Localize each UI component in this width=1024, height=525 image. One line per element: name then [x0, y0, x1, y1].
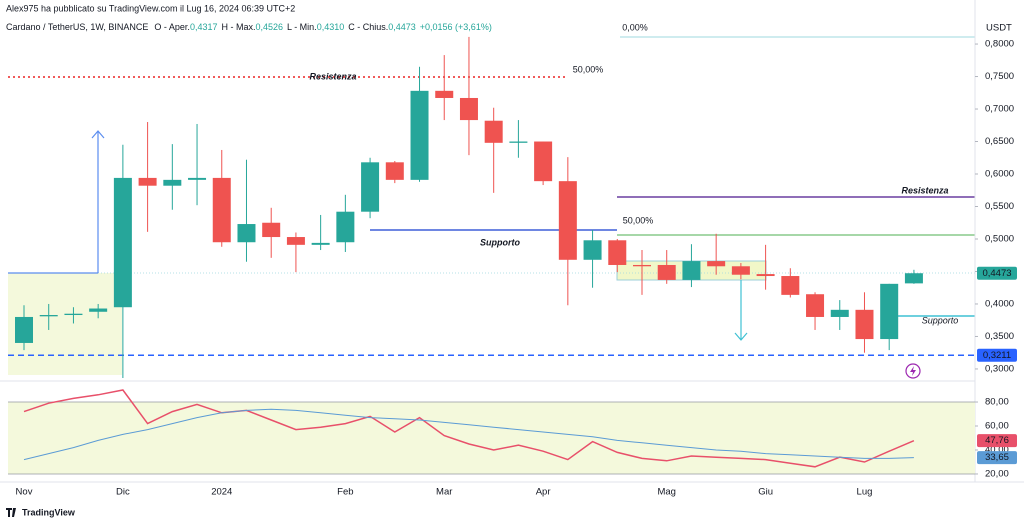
candle-body	[311, 242, 330, 245]
x-tick-label: Apr	[536, 487, 551, 498]
candle-body	[435, 90, 454, 98]
candle-body	[336, 211, 355, 243]
annotation: Supporto	[922, 315, 959, 325]
symbol: Cardano / TetherUS, 1W, BINANCE	[6, 22, 148, 32]
logo-icon	[6, 508, 16, 517]
candle-body	[286, 237, 305, 245]
candle-body	[262, 222, 281, 238]
candle-body	[237, 224, 256, 243]
y-tick-label: 80,00	[985, 397, 1009, 408]
candle-body	[385, 162, 404, 180]
x-tick-label: Mar	[436, 487, 452, 498]
y-tick-label: 0,3500	[985, 331, 1014, 342]
candle-body	[880, 283, 899, 340]
footer-logo: TradingView	[22, 507, 76, 517]
y-tick-label: 40,00	[985, 445, 1009, 456]
ohlc-value: 0,4310	[317, 22, 345, 32]
ohlc-value: 0,4526	[255, 22, 283, 32]
candle-body	[731, 266, 750, 275]
candle-body	[830, 309, 849, 317]
ohlc-label: H - Max.	[221, 22, 255, 32]
candle-body	[188, 177, 207, 180]
change: +0,0156 (+3,61%)	[420, 22, 492, 32]
level-label: 0,3211	[983, 350, 1011, 361]
candle-body	[15, 316, 33, 343]
annotation: 0,00%	[622, 22, 648, 32]
candle-body	[163, 179, 182, 186]
y-tick-label: 0,5500	[985, 201, 1014, 212]
candle-body	[509, 141, 528, 143]
price-label: 0,4473	[982, 268, 1011, 279]
arrow-head	[91, 130, 105, 139]
candle-body	[138, 177, 157, 186]
annotation: Supporto	[480, 237, 520, 247]
ohlc-value: 0,4473	[388, 22, 416, 32]
candle-body	[64, 313, 83, 316]
ohlc-label: O - Aper.	[154, 22, 190, 32]
arrow-head	[734, 332, 748, 341]
candle-body	[558, 181, 577, 260]
candle-body	[904, 273, 923, 284]
x-tick-label: Mag	[657, 487, 675, 498]
x-tick-label: Giu	[758, 487, 773, 498]
ohlc-label: L - Min.	[287, 22, 317, 32]
candle-body	[855, 309, 874, 340]
candle-body	[657, 264, 676, 280]
candle-body	[212, 177, 231, 243]
candle-body	[39, 315, 58, 317]
candle-body	[484, 120, 503, 143]
y-tick-label: 0,7500	[985, 71, 1014, 82]
x-tick-label: 2024	[211, 487, 232, 498]
y-tick-label: 0,7000	[985, 104, 1014, 115]
candle-body	[534, 141, 553, 182]
ohlc-value: 0,4317	[190, 22, 218, 32]
candle-body	[89, 308, 108, 312]
y-tick-label: 20,00	[985, 468, 1009, 479]
x-tick-label: Feb	[337, 487, 353, 498]
candle-body	[806, 294, 825, 317]
candle-body	[459, 97, 478, 121]
series-line	[23, 408, 914, 461]
annotation: Resistenza	[309, 71, 356, 81]
series-label-bg	[977, 434, 1017, 448]
y-tick-label: 60,00	[985, 421, 1009, 432]
x-tick-label: Nov	[16, 487, 33, 498]
candle-body	[707, 261, 726, 267]
series-label: 33,65	[985, 452, 1009, 463]
x-tick-label: Lug	[857, 487, 873, 498]
series-line	[23, 389, 915, 468]
series-label: 47,76	[985, 435, 1009, 446]
y-tick-label: 0,6500	[985, 136, 1014, 147]
y-tick-label: 0,5000	[985, 234, 1014, 245]
symbol-line: Cardano / TetherUS, 1W, BINANCE O - Aper.…	[6, 22, 492, 32]
currency: USDT	[986, 23, 1012, 34]
event-icon-bolt	[910, 366, 916, 376]
price-label-bg	[977, 266, 1017, 280]
candle-body	[756, 274, 775, 277]
candle-body	[361, 162, 380, 212]
y-tick-label: 0,3000	[985, 363, 1014, 374]
annotation: 50,00%	[573, 64, 604, 74]
y-tick-label: 0,6000	[985, 169, 1014, 180]
candle-body	[633, 264, 651, 267]
candle-body	[583, 240, 602, 260]
annotation: 50,00%	[623, 215, 654, 225]
publisher: Alex975 ha pubblicato su TradingView.com…	[6, 3, 295, 13]
candle-body	[781, 276, 800, 295]
y-tick-label: 0,8000	[985, 39, 1014, 50]
candle-body	[410, 90, 429, 180]
annotation: Resistenza	[901, 185, 948, 195]
candle-body	[113, 177, 132, 308]
ohlc-label: C - Chius.	[348, 22, 388, 32]
rsi-band	[8, 402, 975, 474]
level-label-bg	[977, 348, 1017, 362]
y-tick-label: 0,4000	[985, 298, 1014, 309]
series-label-bg	[977, 451, 1017, 465]
candle-body	[608, 240, 627, 265]
x-tick-label: Dic	[116, 487, 130, 498]
candle-body	[682, 261, 701, 280]
